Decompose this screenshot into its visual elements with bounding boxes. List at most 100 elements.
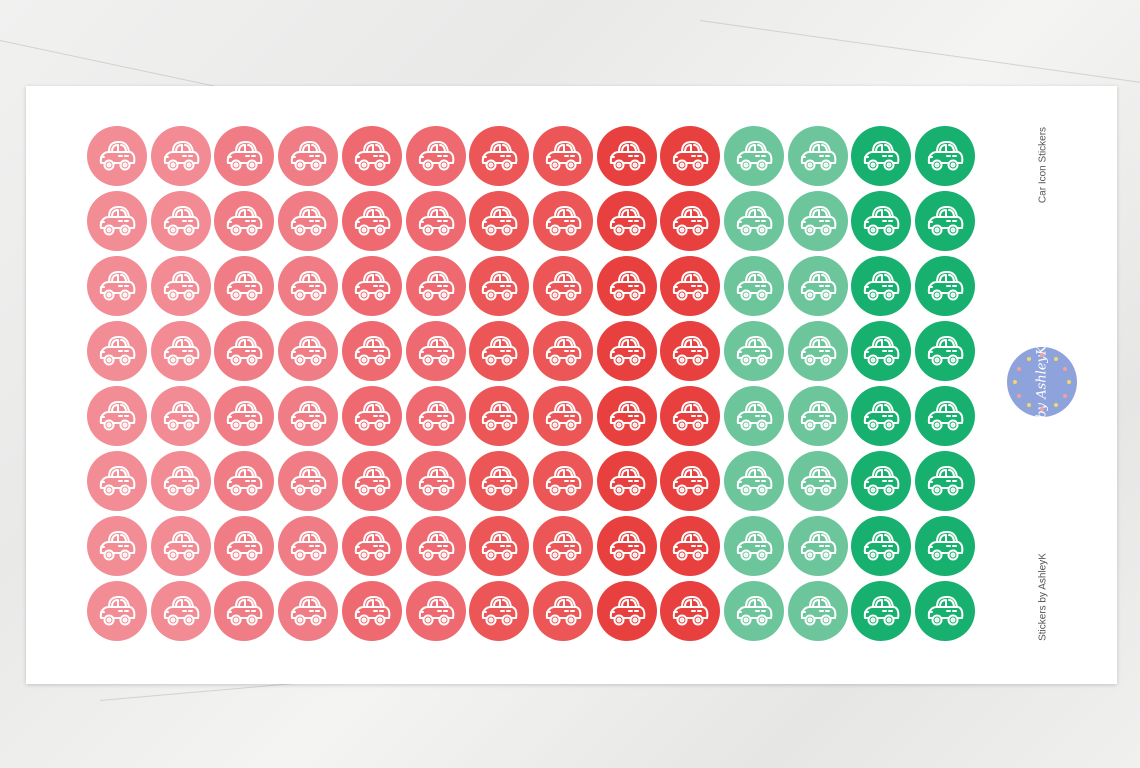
car-icon (227, 141, 263, 171)
car-sticker (150, 386, 211, 446)
logo-dot (1067, 380, 1071, 384)
sheet-title: Car Icon Stickers (1037, 126, 1049, 204)
car-sticker (214, 386, 275, 446)
car-sticker (532, 516, 593, 576)
car-icon (163, 271, 200, 301)
car-sticker (660, 256, 721, 316)
car-icon (800, 271, 837, 301)
car-icon (227, 596, 263, 626)
car-icon (354, 271, 391, 301)
logo-dot (1063, 393, 1068, 398)
car-sticker (851, 256, 912, 316)
logo-dot (1016, 366, 1021, 371)
car-icon (418, 206, 454, 236)
car-sticker (596, 256, 657, 316)
car-icon (354, 141, 391, 171)
car-sticker (405, 126, 466, 186)
logo-dot (1040, 353, 1044, 357)
car-sticker (278, 256, 339, 316)
car-icon (99, 271, 136, 301)
car-sticker (787, 126, 848, 186)
marble-vein (699, 20, 1140, 91)
car-icon (800, 336, 837, 366)
car-sticker (278, 581, 339, 641)
car-icon (736, 531, 773, 561)
car-icon (163, 596, 200, 626)
car-sticker (341, 581, 402, 641)
car-icon (673, 206, 709, 236)
car-sticker (150, 256, 211, 316)
car-sticker (87, 451, 147, 511)
car-sticker (660, 581, 721, 641)
car-sticker (724, 516, 784, 576)
car-sticker (150, 516, 211, 576)
logo-dot (1053, 403, 1058, 408)
car-sticker (596, 516, 657, 576)
car-icon (927, 141, 964, 171)
car-icon (800, 401, 837, 431)
car-sticker (532, 321, 593, 381)
car-icon (800, 466, 837, 496)
car-icon (290, 141, 327, 171)
brand-logo: by AshleyK (1007, 345, 1077, 419)
car-sticker (596, 321, 657, 381)
car-sticker (278, 451, 339, 511)
car-sticker (660, 516, 721, 576)
car-sticker (724, 386, 784, 446)
car-icon (290, 531, 327, 561)
car-sticker (150, 191, 211, 251)
car-sticker (596, 126, 657, 186)
car-icon (482, 141, 518, 171)
car-sticker (915, 516, 976, 576)
car-icon (290, 596, 327, 626)
car-icon (545, 271, 582, 301)
car-sticker (724, 191, 784, 251)
car-sticker (724, 321, 784, 381)
car-sticker (87, 191, 147, 251)
car-icon (354, 466, 391, 496)
car-icon (482, 466, 518, 496)
car-icon (482, 206, 518, 236)
car-sticker (724, 126, 784, 186)
car-sticker (150, 321, 211, 381)
car-icon (163, 206, 200, 236)
car-icon (927, 271, 964, 301)
car-icon (673, 466, 709, 496)
car-icon (864, 531, 900, 561)
car-sticker (214, 581, 275, 641)
car-sticker (915, 321, 976, 381)
car-icon (99, 596, 136, 626)
car-icon (609, 401, 645, 431)
car-icon (609, 141, 645, 171)
car-sticker (532, 256, 593, 316)
car-icon (864, 401, 900, 431)
car-sticker (660, 126, 721, 186)
car-icon (864, 336, 900, 366)
car-icon (736, 401, 773, 431)
car-sticker (87, 516, 147, 576)
car-icon (290, 271, 327, 301)
car-icon (227, 206, 263, 236)
car-sticker (341, 516, 402, 576)
car-icon (418, 531, 454, 561)
car-sticker (214, 516, 275, 576)
car-sticker (469, 451, 530, 511)
car-icon (736, 466, 773, 496)
car-sticker (915, 256, 976, 316)
car-sticker (341, 256, 402, 316)
car-icon (482, 271, 518, 301)
car-sticker (405, 386, 466, 446)
car-icon (163, 401, 200, 431)
logo-dot (1026, 356, 1031, 361)
car-sticker (150, 581, 211, 641)
car-sticker (787, 516, 848, 576)
car-icon (673, 271, 709, 301)
car-icon (418, 596, 454, 626)
car-sticker (915, 581, 976, 641)
car-icon (673, 531, 709, 561)
car-icon (927, 466, 964, 496)
logo-dot (1063, 366, 1068, 371)
car-icon (800, 596, 837, 626)
car-icon (736, 336, 773, 366)
car-icon (99, 206, 136, 236)
